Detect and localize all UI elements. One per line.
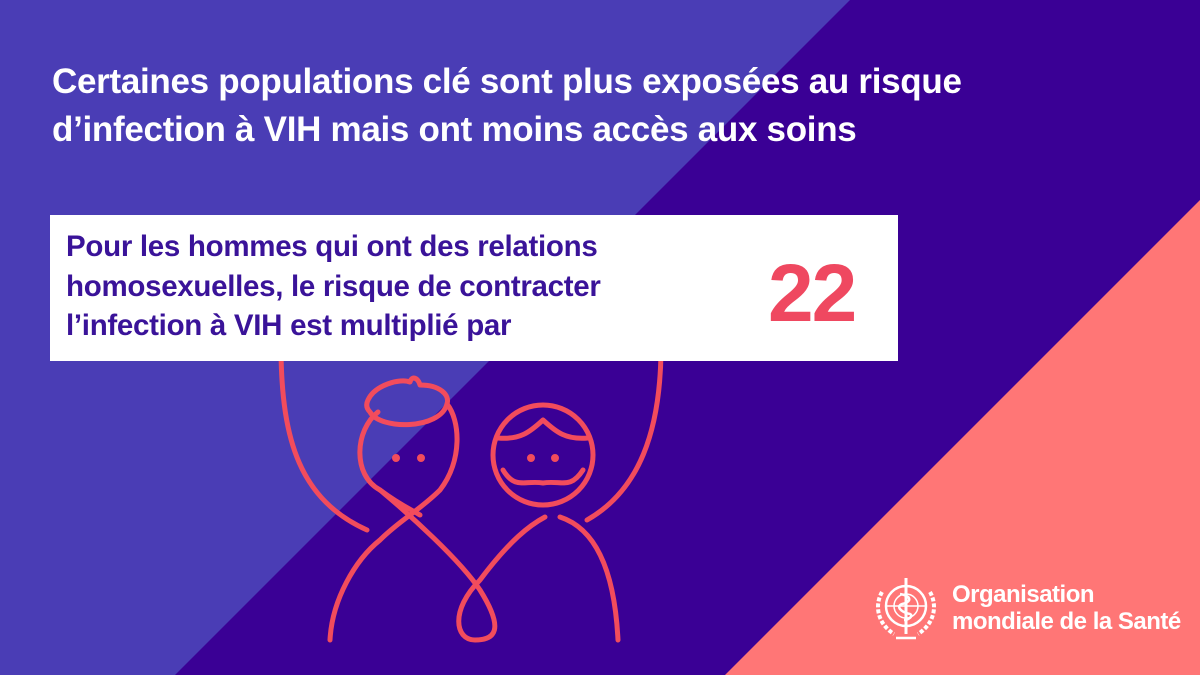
headline-line-1: Certaines populations clé sont plus expo… — [52, 62, 962, 101]
left-arm — [278, 349, 370, 533]
man-eye-left — [392, 454, 400, 462]
who-logo: Organisation mondiale de la Santé — [870, 572, 1181, 644]
bearded-man-head — [490, 402, 596, 508]
man-eye-right — [417, 454, 425, 462]
bearded-man-beard — [500, 467, 586, 486]
callout-text: Pour les hommes qui ont des relations ho… — [66, 227, 786, 346]
headline-line-2: d’infection à VIH mais ont moins accès a… — [52, 110, 857, 149]
right-arm — [584, 349, 664, 523]
headline: Certaines populations clé sont plus expo… — [52, 58, 1172, 154]
man-head-right-body — [327, 401, 460, 643]
bearded-man-eye-left — [527, 454, 535, 462]
who-name-line-2: mondiale de la Santé — [952, 608, 1181, 635]
risk-multiplier-value: 22 — [768, 248, 857, 339]
bearded-man-body — [557, 514, 621, 643]
who-name: Organisation mondiale de la Santé — [952, 581, 1181, 635]
bearded-man-eye-right — [551, 454, 559, 462]
callout-line-3: l’infection à VIH est multiplié par — [66, 309, 512, 342]
callout-line-1: Pour les hommes qui ont des relations — [66, 230, 598, 263]
linked-bodies-loop — [377, 487, 548, 643]
man-hair — [364, 375, 450, 428]
callout-line-2: homosexuelles, le risque de contracter — [66, 269, 601, 303]
bearded-man-hair — [495, 417, 591, 441]
statistic-callout: Pour les hommes qui ont des relations ho… — [50, 215, 898, 361]
who-name-line-1: Organisation — [952, 581, 1095, 608]
man-head-left — [357, 409, 423, 518]
who-emblem-icon — [876, 578, 936, 640]
background-coral-triangle — [725, 200, 1200, 675]
